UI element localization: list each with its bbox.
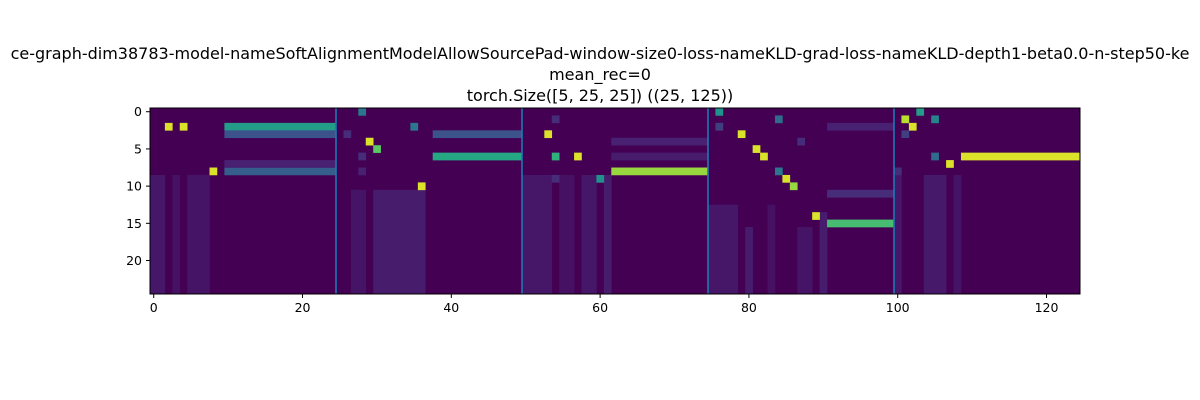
heatmap-faint-column <box>187 175 210 294</box>
heatmap-cell <box>343 130 351 138</box>
heatmap-faint-column <box>820 212 828 294</box>
heatmap-cell <box>931 115 939 123</box>
x-axis: 0 20 40 60 80 100 120 <box>150 294 1059 315</box>
chart-title-line-3: torch.Size([5, 25, 25]) ((25, 125)) <box>467 86 734 105</box>
heatmap-cell <box>812 212 820 220</box>
heatmap-cell <box>165 123 173 131</box>
heatmap-cell <box>782 175 790 183</box>
heatmap-cell <box>916 108 924 116</box>
heatmap-bar <box>224 130 336 138</box>
heatmap-faint-column <box>351 190 366 294</box>
x-tick-label: 120 <box>1035 300 1059 315</box>
heatmap-cell <box>410 123 418 131</box>
heatmap-cell <box>901 130 909 138</box>
y-tick-label: 0 <box>134 104 142 119</box>
heatmap-cell <box>358 153 366 161</box>
heatmap-bar <box>827 190 894 198</box>
heatmap-cell <box>760 153 768 161</box>
x-tick-label: 40 <box>443 300 459 315</box>
heatmap-cell <box>901 115 909 123</box>
chart-title-line-2: mean_rec=0 <box>549 65 651 85</box>
heatmap-faint-column <box>559 175 574 294</box>
heatmap-cell <box>775 115 783 123</box>
heatmap-faint-column <box>604 175 612 294</box>
heatmap-bar <box>961 153 1080 161</box>
heatmap-bar <box>611 168 708 176</box>
heatmap-cell <box>775 168 783 176</box>
heatmap-faint-column <box>150 175 165 294</box>
y-axis: 0 5 10 15 20 <box>126 104 150 268</box>
heatmap-bar <box>433 153 522 161</box>
heatmap-cell <box>358 108 366 116</box>
heatmap-bar <box>224 160 336 168</box>
heatmap-cell <box>931 153 939 161</box>
heatmap-cell <box>366 138 374 146</box>
heatmap-faint-column <box>582 175 597 294</box>
heatmap-cell <box>946 160 954 168</box>
heatmap-cell <box>790 182 798 190</box>
x-tick-label: 20 <box>295 300 311 315</box>
heatmap-cell <box>552 115 560 123</box>
heatmap-faint-column <box>894 175 902 294</box>
heatmap-cell <box>418 182 426 190</box>
heatmap-cell <box>797 138 805 146</box>
heatmap-cell <box>753 145 761 153</box>
heatmap-cell <box>596 175 604 183</box>
heatmap-bar <box>827 123 894 131</box>
heatmap-cell <box>552 153 560 161</box>
heatmap-cell <box>909 123 917 131</box>
heatmap-bar <box>224 168 336 176</box>
heatmap-faint-column <box>797 227 812 294</box>
plot-area <box>150 108 1080 294</box>
heatmap-bar <box>611 138 708 146</box>
heatmap-cell <box>574 153 582 161</box>
heatmap-bar <box>611 153 708 161</box>
y-tick-label: 10 <box>126 179 142 194</box>
heatmap-cell <box>715 123 723 131</box>
heatmap-bar <box>224 123 336 131</box>
heatmap-cell <box>373 145 381 153</box>
x-tick-label: 0 <box>150 300 158 315</box>
heatmap-faint-column <box>768 205 776 294</box>
heatmap-faint-column <box>522 175 552 294</box>
heatmap-cell <box>738 130 746 138</box>
heatmap-faint-column <box>373 190 425 294</box>
heatmap-cell <box>894 168 902 176</box>
heatmap-faint-column <box>954 175 962 294</box>
y-tick-label: 15 <box>126 216 142 231</box>
x-tick-label: 80 <box>741 300 757 315</box>
heatmap-cell <box>180 123 188 131</box>
heatmap-faint-column <box>745 227 753 294</box>
heatmap-bar <box>433 130 522 138</box>
y-tick-label: 5 <box>134 141 142 156</box>
heatmap-cell <box>552 175 560 183</box>
chart-title-line-1: ce-graph-dim38783-model-nameSoftAlignmen… <box>11 44 1190 63</box>
heatmap-cell <box>715 108 723 116</box>
heatmap-faint-column <box>708 205 738 294</box>
x-tick-label: 100 <box>886 300 910 315</box>
heatmap-faint-column <box>172 175 180 294</box>
heatmap-cell <box>210 168 218 176</box>
heatmap-faint-column <box>924 175 947 294</box>
heatmap-cell <box>544 130 552 138</box>
heatmap-cell <box>358 168 366 176</box>
y-tick-label: 20 <box>126 253 142 268</box>
heatmap-bar <box>827 220 894 228</box>
x-tick-label: 60 <box>592 300 608 315</box>
